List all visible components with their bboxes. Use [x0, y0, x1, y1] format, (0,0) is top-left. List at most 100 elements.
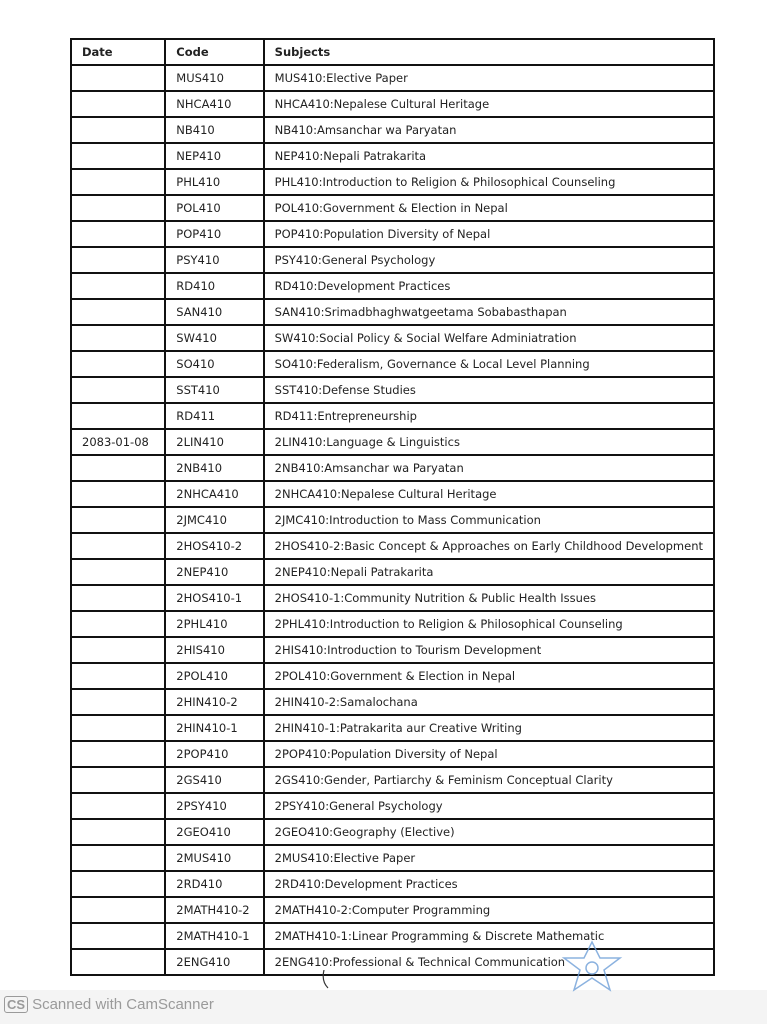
- cell-subject: 2RD410:Development Practices: [262, 870, 716, 898]
- cell-code: NEP410: [164, 142, 265, 170]
- cell-date: [69, 324, 167, 352]
- cell-date: [69, 350, 167, 378]
- cell-code: 2MATH410-1: [164, 922, 265, 950]
- header-date: Date: [69, 38, 167, 66]
- cell-date: [69, 246, 167, 274]
- cell-code: 2GS410: [164, 766, 265, 794]
- cell-code: 2LIN410: [164, 428, 265, 456]
- cell-date: [69, 922, 167, 950]
- cell-date: [69, 740, 167, 768]
- cell-code: PHL410: [164, 168, 265, 196]
- cell-date: [69, 870, 167, 898]
- cell-subject: NEP410:Nepali Patrakarita: [262, 142, 716, 170]
- table-row: 2PSY410 2PSY410:General Psychology: [69, 792, 716, 820]
- cell-code: SST410: [164, 376, 265, 404]
- cell-date: [69, 688, 167, 716]
- cell-date: [69, 298, 167, 326]
- cell-code: POL410: [164, 194, 265, 222]
- cell-date: [69, 220, 167, 248]
- table-row: 2RD410 2RD410:Development Practices: [69, 870, 716, 898]
- cell-subject: 2GEO410:Geography (Elective): [262, 818, 716, 846]
- cell-date: [69, 532, 167, 560]
- table-row: 2JMC410 2JMC410:Introduction to Mass Comm…: [69, 506, 716, 534]
- table-row: 2083-01-08 2LIN410 2LIN410:Language & Ling…: [69, 428, 716, 456]
- cell-date: [69, 142, 167, 170]
- cell-code: 2HOS410-2: [164, 532, 265, 560]
- header-code: Code: [164, 38, 265, 66]
- cell-date: [69, 714, 167, 742]
- cell-code: SW410: [164, 324, 265, 352]
- table-row: 2PHL410 2PHL410:Introduction to Religion …: [69, 610, 716, 638]
- cell-date: [69, 558, 167, 586]
- cell-code: 2GEO410: [164, 818, 265, 846]
- cell-code: 2POL410: [164, 662, 265, 690]
- cell-code: SAN410: [164, 298, 265, 326]
- cell-date: [69, 766, 167, 794]
- table-row: POP410 POP410:Population Diversity of Nep…: [69, 220, 716, 248]
- cell-code: 2MUS410: [164, 844, 265, 872]
- cell-code: 2PHL410: [164, 610, 265, 638]
- camscanner-logo: CS: [4, 996, 29, 1013]
- cell-date: [69, 480, 167, 508]
- cell-subject: 2POL410:Government & Election in Nepal: [262, 662, 716, 690]
- cell-date: [69, 194, 167, 222]
- cell-date: [69, 506, 167, 534]
- cell-subject: 2PSY410:General Psychology: [262, 792, 716, 820]
- cell-code: POP410: [164, 220, 265, 248]
- table-row: 2HIN410-1 2HIN410-1:Patrakarita aur Creat…: [69, 714, 716, 742]
- cell-subject: 2ENG410:Professional & Technical Communi…: [262, 948, 716, 976]
- table-row: RD411 RD411:Entrepreneurship: [69, 402, 716, 430]
- cell-subject: 2HOS410-1:Community Nutrition & Public H…: [262, 584, 716, 612]
- table-row: 2GEO410 2GEO410:Geography (Elective): [69, 818, 716, 846]
- cell-code: 2NEP410: [164, 558, 265, 586]
- cell-code: 2HIN410-1: [164, 714, 265, 742]
- table-row: 2NB410 2NB410:Amsanchar wa Paryatan: [69, 454, 716, 482]
- cell-subject: POP410:Population Diversity of Nepal: [262, 220, 716, 248]
- cell-code: 2NHCA410: [164, 480, 265, 508]
- cell-date: [69, 90, 167, 118]
- cell-subject: 2HIN410-1:Patrakarita aur Creative Writi…: [262, 714, 716, 742]
- cell-code: NHCA410: [164, 90, 265, 118]
- table-row: 2NEP410 2NEP410:Nepali Patrakarita: [69, 558, 716, 586]
- table-row: 2POP410 2POP410:Population Diversity of N…: [69, 740, 716, 768]
- table-row: RD410 RD410:Development Practices: [69, 272, 716, 300]
- cell-code: RD411: [164, 402, 265, 430]
- cell-date: [69, 792, 167, 820]
- cell-date: [69, 454, 167, 482]
- cell-subject: 2MATH410-2:Computer Programming: [262, 896, 716, 924]
- cell-subject: RD410:Development Practices: [262, 272, 716, 300]
- cell-code: 2NB410: [164, 454, 265, 482]
- cell-subject: NHCA410:Nepalese Cultural Heritage: [262, 90, 716, 118]
- cell-subject: 2MUS410:Elective Paper: [262, 844, 716, 872]
- table-row: PSY410 PSY410:General Psychology: [69, 246, 716, 274]
- cell-date: [69, 636, 167, 664]
- cell-date: [69, 662, 167, 690]
- table-header-row: Date Code Subjects: [69, 38, 716, 66]
- table-row: 2POL410 2POL410:Government & Election in …: [69, 662, 716, 690]
- cell-subject: MUS410:Elective Paper: [262, 64, 716, 92]
- cell-code: 2RD410: [164, 870, 265, 898]
- cell-subject: 2HIS410:Introduction to Tourism Developm…: [262, 636, 716, 664]
- cell-date: [69, 584, 167, 612]
- table-row: 2ENG410 2ENG410:Professional & Technical …: [69, 948, 716, 976]
- cell-subject: NB410:Amsanchar wa Paryatan: [262, 116, 716, 144]
- cell-date: [69, 402, 167, 430]
- cell-subject: SST410:Defense Studies: [262, 376, 716, 404]
- cell-date: [69, 64, 167, 92]
- table-row: 2MUS410 2MUS410:Elective Paper: [69, 844, 716, 872]
- cell-subject: PSY410:General Psychology: [262, 246, 716, 274]
- cell-subject: SO410:Federalism, Governance & Local Lev…: [262, 350, 716, 378]
- table-row: 2HIN410-2 2HIN410-2:Samalochana: [69, 688, 716, 716]
- cell-subject: SW410:Social Policy & Social Welfare Adm…: [262, 324, 716, 352]
- cell-code: 2MATH410-2: [164, 896, 265, 924]
- cell-subject: 2NHCA410:Nepalese Cultural Heritage: [262, 480, 716, 508]
- camscanner-watermark: CS Scanned with CamScanner: [4, 996, 214, 1013]
- cell-date: [69, 844, 167, 872]
- cell-code: 2HIS410: [164, 636, 265, 664]
- table-row: 2HOS410-1 2HOS410-1:Community Nutrition &…: [69, 584, 716, 612]
- cell-subject: 2HOS410-2:Basic Concept & Approaches on …: [262, 532, 716, 560]
- cell-subject: 2PHL410:Introduction to Religion & Philo…: [262, 610, 716, 638]
- cell-subject: 2NEP410:Nepali Patrakarita: [262, 558, 716, 586]
- table-row: 2MATH410-1 2MATH410-1:Linear Programming …: [69, 922, 716, 950]
- table-row: SST410 SST410:Defense Studies: [69, 376, 716, 404]
